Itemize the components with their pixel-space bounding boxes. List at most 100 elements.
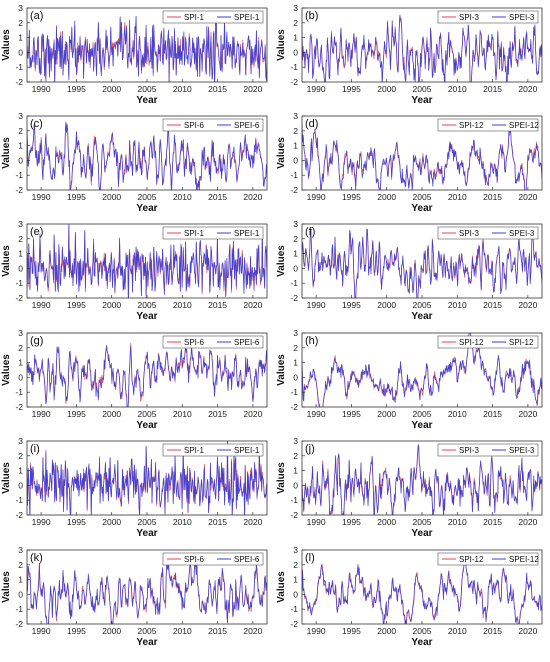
x-tick-label: 2020 bbox=[518, 626, 537, 636]
panel-c: -2 -1 0 1 2 3 1990 1995 2000 2005 2010 2015 2020 Year… bbox=[1, 111, 268, 214]
y-tick-label: 3 bbox=[293, 3, 298, 13]
legend-entry: SPI-3 bbox=[459, 446, 480, 455]
y-tick-label: -1 bbox=[15, 604, 23, 614]
x-tick-label: 1990 bbox=[32, 626, 51, 636]
legend-entry: SPEI-3 bbox=[509, 13, 535, 22]
y-tick-label: 2 bbox=[18, 126, 23, 136]
y-axis-label: Values bbox=[1, 245, 12, 277]
y-tick-label: 1 bbox=[18, 141, 23, 151]
y-tick-label: -2 bbox=[290, 619, 298, 629]
x-tick-label: 2010 bbox=[448, 84, 467, 94]
y-tick-label: 0 bbox=[18, 155, 23, 165]
x-tick-label: 2020 bbox=[518, 517, 537, 527]
x-tick-label: 2015 bbox=[483, 409, 502, 419]
y-tick-label: 1 bbox=[293, 466, 298, 476]
y-tick-label: 1 bbox=[293, 141, 298, 151]
x-tick-label: 2020 bbox=[518, 84, 537, 94]
legend-entry: SPEI-1 bbox=[234, 229, 260, 238]
legend-entry: SPI-12 bbox=[459, 555, 484, 564]
y-tick-label: 3 bbox=[18, 328, 23, 338]
x-tick-label: 2015 bbox=[483, 517, 502, 527]
y-tick-label: 1 bbox=[18, 466, 23, 476]
y-tick-label: 2 bbox=[293, 343, 298, 353]
x-tick-label: 1995 bbox=[67, 84, 86, 94]
y-tick-label: 0 bbox=[293, 47, 298, 57]
series-line-SPEI-12 bbox=[302, 556, 542, 624]
y-tick-label: -2 bbox=[15, 510, 23, 520]
panel-label: (i) bbox=[30, 443, 40, 455]
series-line-SPEI-6 bbox=[27, 122, 267, 190]
x-tick-label: 2015 bbox=[208, 84, 227, 94]
y-tick-label: -2 bbox=[15, 402, 23, 412]
x-tick-label: 2010 bbox=[173, 84, 192, 94]
panel-i: -2 -1 0 1 2 3 1990 1995 2000 2005 2010 2015 2020 Year… bbox=[1, 436, 268, 539]
y-tick-label: 0 bbox=[18, 47, 23, 57]
panel-f: -2 -1 0 1 2 3 1990 1995 2000 2005 2010 2015 2020 Year… bbox=[276, 219, 543, 322]
y-axis-label: Values bbox=[276, 29, 287, 61]
x-tick-label: 2020 bbox=[243, 192, 262, 202]
legend-box bbox=[162, 335, 264, 349]
x-axis-label: Year bbox=[411, 95, 432, 106]
y-tick-label: 3 bbox=[18, 436, 23, 446]
x-tick-label: 1990 bbox=[32, 517, 51, 527]
x-tick-label: 2010 bbox=[173, 192, 192, 202]
legend-entry: SPEI-1 bbox=[234, 13, 260, 22]
x-tick-label: 1990 bbox=[307, 300, 326, 310]
y-axis-label: Values bbox=[1, 29, 12, 61]
legend-entry: SPEI-6 bbox=[234, 121, 260, 130]
x-tick-label: 2010 bbox=[173, 626, 192, 636]
legend-entry: SPEI-3 bbox=[509, 446, 535, 455]
y-tick-label: -2 bbox=[290, 77, 298, 87]
x-tick-label: 2020 bbox=[243, 626, 262, 636]
panel-j: -2 -1 0 1 2 3 1990 1995 2000 2005 2010 2015 2020 Year… bbox=[276, 436, 543, 539]
y-axis-label: Values bbox=[276, 462, 287, 494]
y-tick-label: 0 bbox=[18, 372, 23, 382]
y-axis-label: Values bbox=[1, 462, 12, 494]
x-tick-label: 2000 bbox=[377, 409, 396, 419]
y-axis-label: Values bbox=[276, 354, 287, 386]
y-tick-label: -1 bbox=[15, 62, 23, 72]
legend-entry: SPEI-6 bbox=[234, 338, 260, 347]
y-tick-label: -1 bbox=[290, 387, 298, 397]
y-tick-label: -1 bbox=[290, 278, 298, 288]
x-tick-label: 2020 bbox=[518, 192, 537, 202]
y-tick-label: 0 bbox=[18, 263, 23, 273]
y-tick-label: -2 bbox=[15, 77, 23, 87]
legend-box bbox=[437, 226, 539, 240]
y-tick-label: 2 bbox=[18, 18, 23, 28]
y-axis-label: Values bbox=[276, 137, 287, 169]
panel-a: -2 -1 0 1 2 3 1990 1995 2000 2005 2010 2015 2020 Year… bbox=[1, 3, 268, 106]
legend-box bbox=[162, 10, 264, 24]
y-tick-label: -1 bbox=[290, 604, 298, 614]
x-tick-label: 1995 bbox=[342, 409, 361, 419]
x-tick-label: 2000 bbox=[377, 192, 396, 202]
legend-entry: SPI-6 bbox=[184, 338, 205, 347]
x-tick-label: 2010 bbox=[173, 517, 192, 527]
x-tick-label: 2005 bbox=[413, 84, 432, 94]
x-tick-label: 2015 bbox=[483, 626, 502, 636]
x-tick-label: 2000 bbox=[377, 84, 396, 94]
x-tick-label: 1990 bbox=[32, 409, 51, 419]
panel-k: -2 -1 0 1 2 3 1990 1995 2000 2005 2010 2015 2020 Year… bbox=[1, 545, 268, 648]
panel-label: (d) bbox=[305, 118, 318, 130]
x-axis-label: Year bbox=[136, 311, 157, 322]
x-tick-label: 1995 bbox=[342, 517, 361, 527]
legend-box bbox=[437, 443, 539, 457]
x-tick-label: 1995 bbox=[67, 517, 86, 527]
y-tick-label: 1 bbox=[18, 575, 23, 585]
x-axis-label: Year bbox=[411, 420, 432, 431]
legend-box bbox=[437, 335, 539, 349]
y-axis-label: Values bbox=[276, 571, 287, 603]
y-tick-label: -1 bbox=[15, 170, 23, 180]
x-tick-label: 1990 bbox=[307, 626, 326, 636]
x-tick-label: 2000 bbox=[102, 192, 121, 202]
x-tick-label: 2015 bbox=[483, 84, 502, 94]
y-tick-label: -1 bbox=[15, 278, 23, 288]
panel-label: (b) bbox=[305, 10, 318, 22]
series-line-SPEI-3 bbox=[302, 445, 542, 515]
y-tick-label: 1 bbox=[18, 33, 23, 43]
y-tick-label: 1 bbox=[18, 358, 23, 368]
x-tick-label: 2005 bbox=[413, 626, 432, 636]
x-tick-label: 2005 bbox=[413, 409, 432, 419]
panel-l: -2 -1 0 1 2 3 1990 1995 2000 2005 2010 2015 2020 Year… bbox=[276, 545, 543, 648]
